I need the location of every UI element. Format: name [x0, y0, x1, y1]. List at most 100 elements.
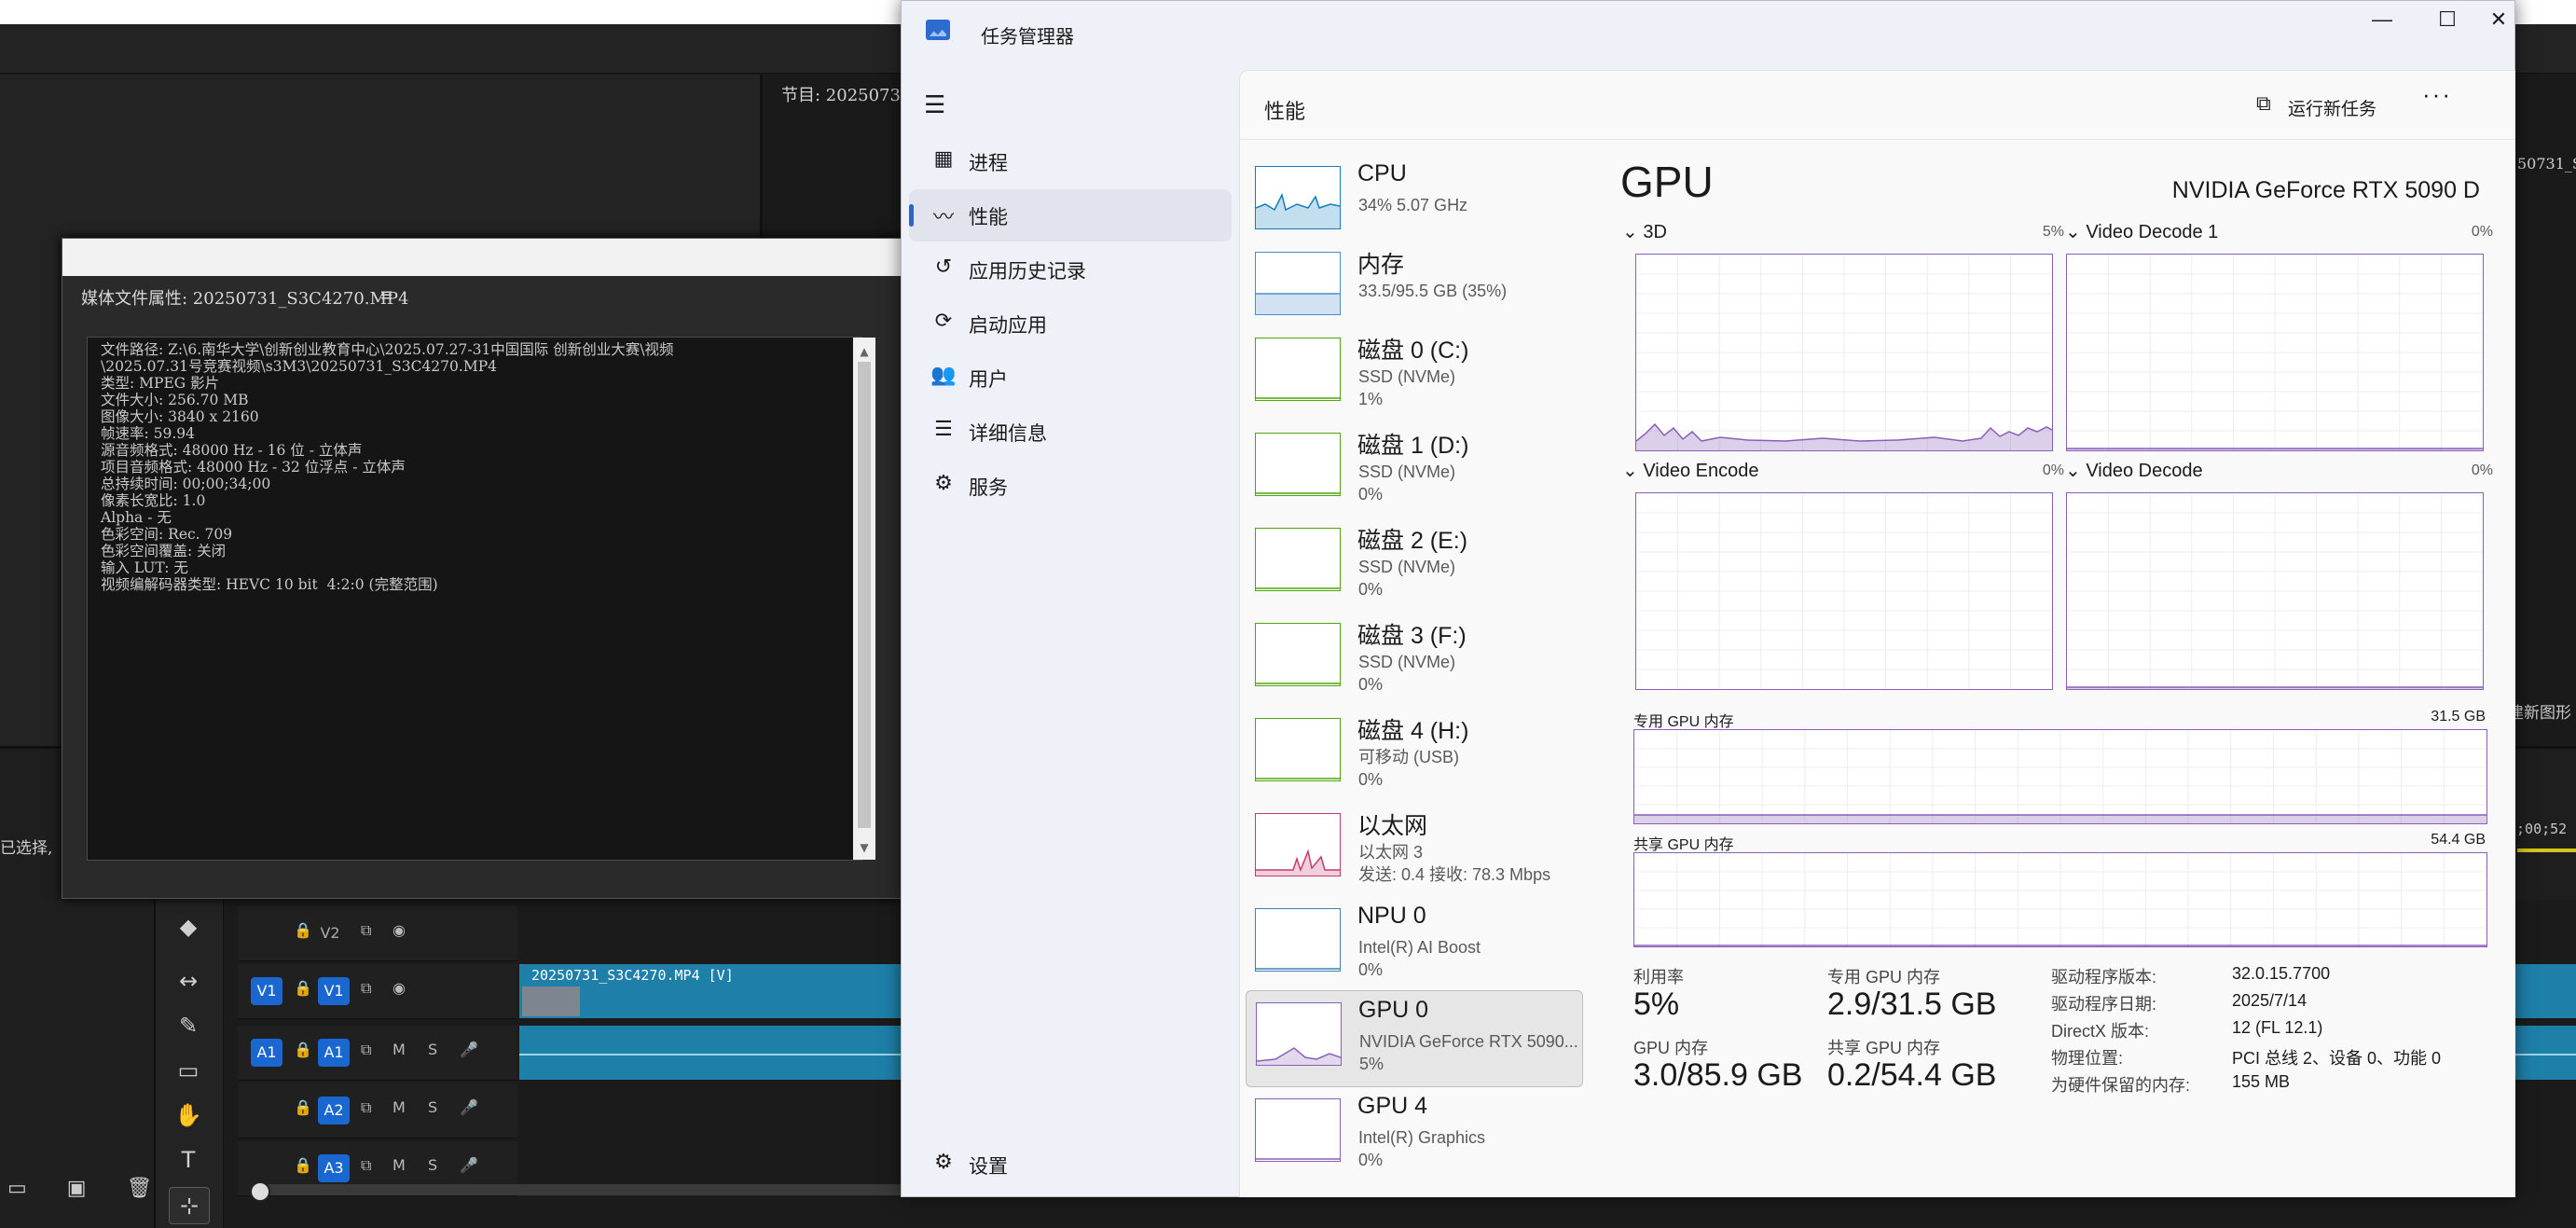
track-name-a1[interactable]: A1: [318, 1039, 350, 1067]
type-tool-icon[interactable]: T: [181, 1147, 196, 1173]
panel-menu-icon[interactable]: ≡: [379, 285, 394, 305]
microphone-icon[interactable]: 🎤: [460, 1041, 478, 1058]
graph-dedicated-memory[interactable]: [1633, 729, 2487, 824]
engine-3d-label[interactable]: ⌄ 3D: [1622, 222, 1667, 242]
source-patch-a1[interactable]: A1: [251, 1039, 282, 1067]
dialog-titlebar[interactable]: [62, 239, 902, 276]
solo-s-icon[interactable]: S: [428, 1041, 438, 1058]
engine-3d-percent: 5%: [2042, 224, 2064, 240]
sync-lock-icon[interactable]: ⧉: [361, 1098, 372, 1116]
property-line: 源音频格式: 48000 Hz - 16 位 - 立体声: [101, 442, 363, 459]
device-detail-line: 0%: [1358, 770, 1384, 789]
device-name: CPU: [1357, 160, 1407, 186]
device-item[interactable]: CPU 34% 5.07 GHz: [1246, 155, 1581, 250]
device-detail-line: 34% 5.07 GHz: [1358, 196, 1468, 214]
nav-item-settings[interactable]: ⚙ 设置: [909, 1138, 1232, 1191]
details-icon: ☰: [934, 417, 953, 440]
sync-lock-icon[interactable]: ⧉: [361, 1041, 372, 1058]
maximize-icon[interactable]: ☐: [2438, 7, 2457, 31]
work-area-bar: [2517, 849, 2576, 852]
property-line: 文件大小: 256.70 MB: [101, 392, 249, 408]
engine-video-encode-label[interactable]: ⌄ Video Encode: [1622, 461, 1759, 481]
close-icon[interactable]: ✕: [2489, 7, 2508, 31]
device-item[interactable]: 磁盘 2 (E:) SSD (NVMe) 0%: [1246, 517, 1581, 612]
gpu-info-key: DirectX 版本:: [2051, 1022, 2150, 1041]
lock-icon[interactable]: 🔒: [294, 1041, 312, 1058]
sync-lock-icon[interactable]: ⧉: [361, 921, 372, 939]
scroll-up-arrow-icon[interactable]: ▲: [860, 345, 869, 358]
nav-item-performance[interactable]: 〰性能: [909, 189, 1232, 241]
solo-s-icon[interactable]: S: [428, 1098, 438, 1116]
device-item[interactable]: 磁盘 0 (C:) SSD (NVMe) 1%: [1246, 326, 1581, 421]
generative-extend-tool-icon[interactable]: ⊹: [169, 1187, 210, 1224]
device-item[interactable]: NPU 0 Intel(R) AI Boost 0%: [1246, 897, 1581, 992]
scroll-thumb[interactable]: [858, 362, 871, 828]
device-item[interactable]: GPU 0 NVIDIA GeForce RTX 5090... 5%: [1246, 990, 1583, 1087]
graph-video-decode[interactable]: [2066, 492, 2484, 690]
graph-3d[interactable]: [1635, 254, 2053, 451]
track-name-v1[interactable]: V1: [318, 977, 350, 1005]
device-details: SSD (NVMe) 0%: [1358, 461, 1455, 505]
graph-video-decode-1[interactable]: [2066, 254, 2484, 451]
scroll-down-arrow-icon[interactable]: ▼: [860, 841, 869, 854]
lock-icon[interactable]: 🔒: [294, 1156, 312, 1174]
source-patch-v1[interactable]: V1: [251, 977, 282, 1005]
device-item[interactable]: 以太网 以太网 3 发送: 0.4 接收: 78.3 Mbps: [1246, 802, 1581, 897]
graph-video-encode[interactable]: [1635, 492, 2053, 690]
lock-icon[interactable]: 🔒: [294, 1098, 312, 1116]
engine-video-decode-1-label[interactable]: ⌄ Video Decode 1: [2065, 222, 2219, 242]
nav-item-users[interactable]: 👥 用户: [909, 352, 1232, 404]
nav-item-app-history[interactable]: ↺ 应用历史记录: [909, 243, 1232, 296]
mute-m-icon[interactable]: M: [393, 1156, 406, 1174]
mute-m-icon[interactable]: M: [393, 1041, 406, 1058]
gpu-memory-stat-label: GPU 内存: [1633, 1039, 1709, 1057]
lock-icon[interactable]: 🔒: [294, 921, 312, 939]
rectangle-tool-icon[interactable]: ▭: [177, 1057, 200, 1083]
ripple-edit-tool-icon[interactable]: ↔: [178, 968, 199, 994]
timeline-scroll-handle[interactable]: [250, 1181, 270, 1202]
device-detail-line: 5%: [1359, 1055, 1384, 1073]
nav-item-startup-apps[interactable]: ⟳ 启动应用: [909, 297, 1232, 350]
task-manager-titlebar[interactable]: [902, 1, 2514, 70]
engine-video-decode-label[interactable]: ⌄ Video Decode: [2065, 461, 2203, 481]
eye-icon[interactable]: ◉: [393, 979, 406, 997]
track-name-v2[interactable]: V2: [320, 924, 340, 942]
device-mini-graph: [1255, 166, 1341, 229]
track-name-a3[interactable]: A3: [318, 1154, 350, 1182]
eye-icon[interactable]: ◉: [393, 921, 406, 939]
page-title: 性能: [1264, 100, 1306, 123]
device-mini-graph: [1255, 813, 1341, 876]
graph-shared-memory[interactable]: [1633, 852, 2487, 947]
solo-s-icon[interactable]: S: [428, 1156, 438, 1174]
properties-text-area[interactable]: 文件路径: Z:\6.南华大学\创新创业教育中心\2025.07.27-31中国…: [87, 337, 862, 861]
run-new-task-button[interactable]: ⧉ 运行新任务: [2256, 86, 2405, 123]
program-monitor-label[interactable]: 节目: 20250731_: [781, 86, 920, 105]
microphone-icon[interactable]: 🎤: [460, 1098, 478, 1116]
device-mini-graph: [1255, 252, 1341, 315]
nav-item-processes[interactable]: ▦ 进程: [909, 135, 1232, 187]
nav-item-services[interactable]: ⚙ 服务: [909, 460, 1232, 512]
sync-lock-icon[interactable]: ⧉: [361, 1156, 372, 1174]
new-graphic-label[interactable]: 建新图形: [2508, 704, 2571, 723]
device-item[interactable]: GPU 4 Intel(R) Graphics 0%: [1246, 1087, 1581, 1182]
lock-icon[interactable]: 🔒: [294, 979, 312, 997]
track-name-a2[interactable]: A2: [318, 1097, 350, 1125]
nav-item-details[interactable]: ☰ 详细信息: [909, 406, 1232, 458]
device-item[interactable]: 内存 33.5/95.5 GB (35%): [1246, 241, 1581, 336]
task-manager-app-icon: [926, 20, 950, 40]
microphone-icon[interactable]: 🎤: [460, 1156, 478, 1174]
more-options-icon[interactable]: ···: [2422, 80, 2452, 108]
pen-tool-icon[interactable]: ✎: [178, 1013, 199, 1039]
device-item[interactable]: 磁盘 1 (D:) SSD (NVMe) 0%: [1246, 421, 1581, 517]
property-line: 项目音频格式: 48000 Hz - 32 位浮点 - 立体声: [101, 459, 406, 476]
minimize-icon[interactable]: —: [2372, 7, 2392, 31]
project-panel-icons[interactable]: ▭ ▣ 🗑: [7, 1177, 170, 1200]
device-item[interactable]: 磁盘 4 (H:) 可移动 (USB) 0%: [1246, 707, 1581, 802]
mute-m-icon[interactable]: M: [393, 1098, 406, 1116]
hamburger-menu-icon[interactable]: ☰: [924, 90, 946, 118]
device-item[interactable]: 磁盘 3 (F:) SSD (NVMe) 0%: [1246, 612, 1581, 707]
properties-scrollbar[interactable]: ▲ ▼: [853, 338, 875, 860]
track-select-tool-icon[interactable]: ◆: [179, 914, 198, 940]
hand-tool-icon[interactable]: ✋: [174, 1102, 202, 1128]
sync-lock-icon[interactable]: ⧉: [361, 979, 372, 997]
